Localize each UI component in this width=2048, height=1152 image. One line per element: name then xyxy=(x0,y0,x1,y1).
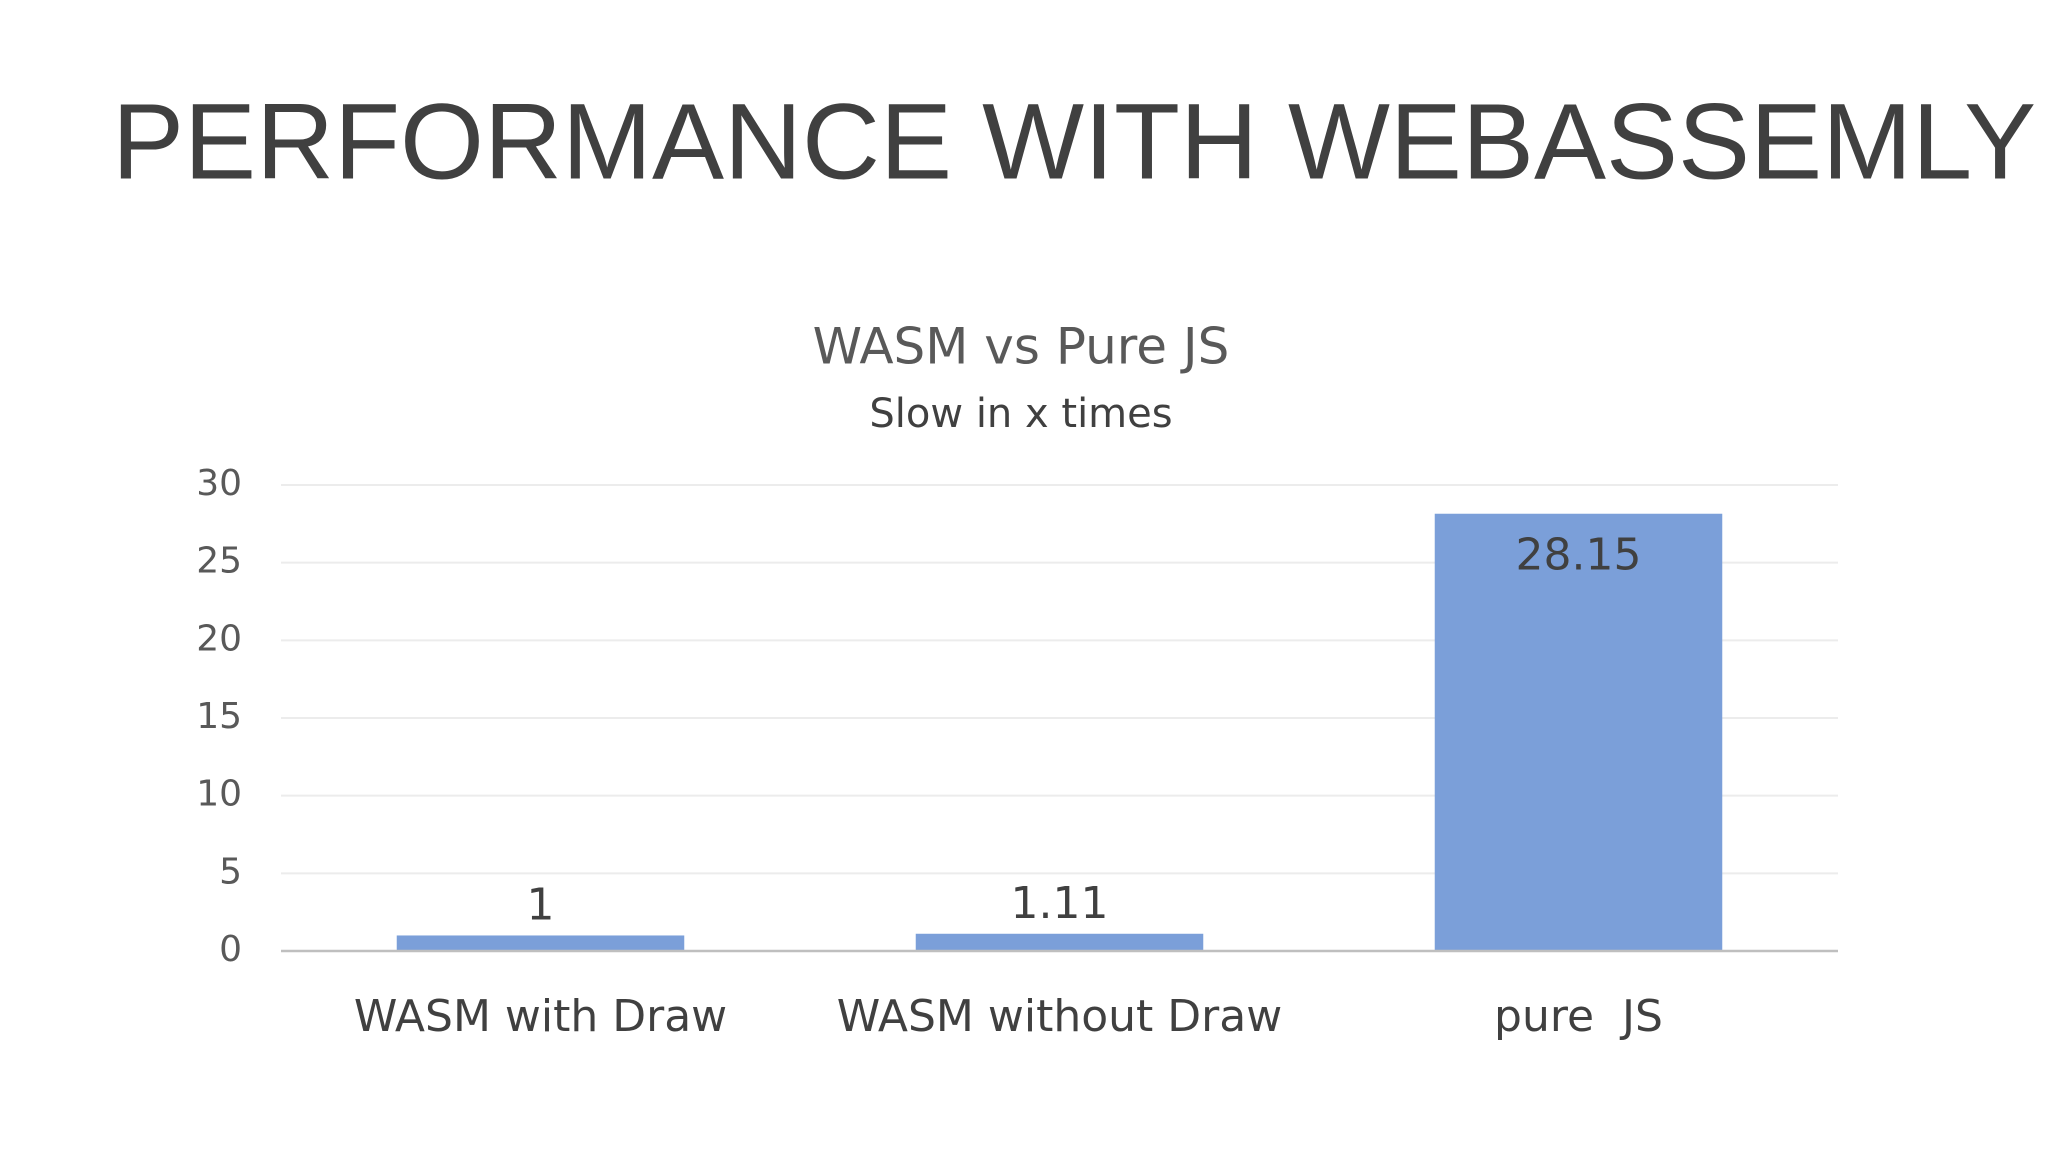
value-label: 1 xyxy=(527,879,555,930)
x-tick-label: WASM with Draw xyxy=(354,991,727,1042)
value-label: 28.15 xyxy=(1516,530,1642,581)
y-tick-label: 10 xyxy=(196,774,242,815)
y-tick-label: 30 xyxy=(196,463,242,504)
y-tick-label: 15 xyxy=(196,696,242,737)
x-tick-label: WASM without Draw xyxy=(837,991,1282,1042)
y-tick-label: 20 xyxy=(196,618,242,659)
y-tick-label: 25 xyxy=(196,541,242,582)
x-tick-label: pure JS xyxy=(1494,991,1663,1042)
y-tick-label: 5 xyxy=(219,851,242,892)
bar xyxy=(396,935,685,951)
bar xyxy=(915,933,1204,951)
chart-title: WASM vs Pure JS xyxy=(813,318,1230,376)
bar xyxy=(1434,513,1723,951)
chart-subtitle: Slow in x times xyxy=(869,391,1172,437)
value-label: 1.11 xyxy=(1011,878,1109,929)
slide-title: PERFORMANCE WITH WEBASSEMLY xyxy=(112,81,2036,202)
y-tick-label: 0 xyxy=(219,929,242,970)
